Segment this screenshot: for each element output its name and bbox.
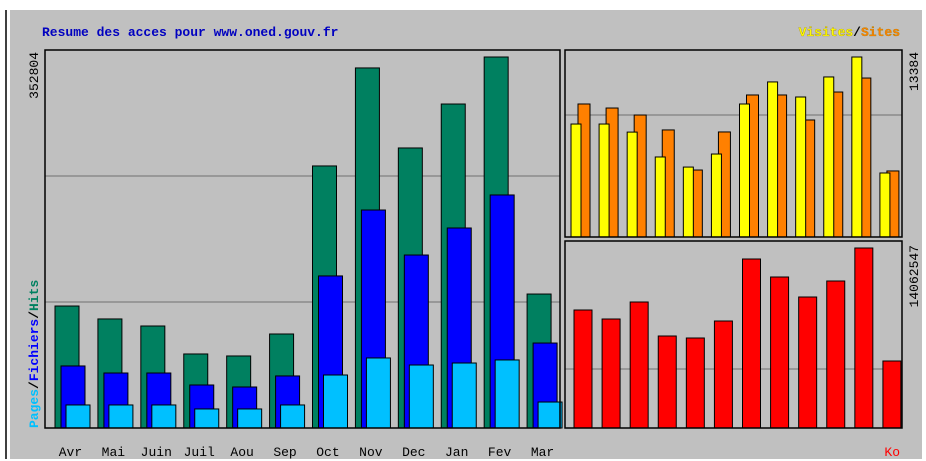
- bar: [826, 280, 846, 429]
- bar: [657, 335, 677, 429]
- bar: [770, 276, 790, 429]
- legend: Pages/Fichiers/Hits: [27, 280, 42, 428]
- x-tick-label: Fev: [488, 445, 512, 460]
- bar: [626, 131, 638, 238]
- x-tick-label: Juin: [141, 445, 172, 460]
- bar: [451, 362, 477, 429]
- bar: [882, 360, 902, 429]
- legend-entry: Hits: [27, 280, 42, 311]
- bar: [854, 247, 874, 429]
- x-tick-label: Mar: [531, 445, 554, 460]
- bar: [151, 404, 177, 429]
- x-tick-label: Mai: [102, 445, 126, 460]
- x-tick-label: Sep: [273, 445, 296, 460]
- legend-entry: Fichiers: [27, 319, 42, 382]
- bar: [598, 123, 610, 238]
- y-tick-label: 352804: [27, 52, 42, 99]
- legend-entry: Sites: [861, 25, 900, 40]
- bar: [408, 364, 434, 429]
- legend-entry: Pages: [27, 389, 42, 428]
- bar: [629, 301, 649, 429]
- panel-frame: [564, 240, 903, 429]
- bar: [851, 56, 863, 238]
- bar: [682, 166, 694, 238]
- bar: [767, 81, 779, 238]
- panel-frame: [564, 49, 903, 238]
- bar: [601, 318, 621, 429]
- legend: Visites/Sites: [799, 25, 901, 40]
- x-tick-label: Nov: [359, 445, 383, 460]
- panel-frame: [44, 49, 561, 429]
- bar: [742, 258, 761, 429]
- bar: [823, 76, 835, 238]
- bar: [654, 156, 666, 238]
- bars: [54, 56, 902, 429]
- x-tick-label: Oct: [316, 445, 339, 460]
- bar: [280, 404, 306, 429]
- bar: [795, 96, 807, 238]
- y-tick-label: 14062547: [907, 245, 922, 307]
- y-tick-label: 13384: [907, 52, 922, 91]
- bar: [323, 374, 348, 429]
- bar: [237, 408, 263, 429]
- bar: [685, 337, 705, 429]
- bar: [570, 123, 582, 238]
- legend-separator: /: [27, 381, 42, 389]
- bar: [537, 401, 563, 429]
- bar: [879, 172, 891, 238]
- legend-separator: /: [27, 311, 42, 319]
- bar: [798, 296, 818, 429]
- bar: [365, 357, 391, 429]
- x-tick-label: Juil: [184, 445, 215, 460]
- bar: [710, 153, 722, 238]
- legend-entry: Visites: [799, 25, 854, 40]
- legend-separator: /: [853, 25, 861, 40]
- bar: [494, 359, 520, 429]
- x-tick-label: Dec: [402, 445, 425, 460]
- bar: [108, 404, 134, 429]
- bar: [739, 103, 750, 238]
- bar: [65, 404, 91, 429]
- bar: [194, 408, 220, 429]
- x-tick-label: Jan: [445, 445, 468, 460]
- x-tick-label: Avr: [59, 445, 82, 460]
- bar: [573, 309, 593, 429]
- x-tick-label: Aou: [230, 445, 253, 460]
- chart-title: Resume des acces pour www.oned.gouv.fr: [42, 25, 338, 40]
- legend-entry: Ko: [884, 445, 900, 460]
- bar: [713, 320, 733, 429]
